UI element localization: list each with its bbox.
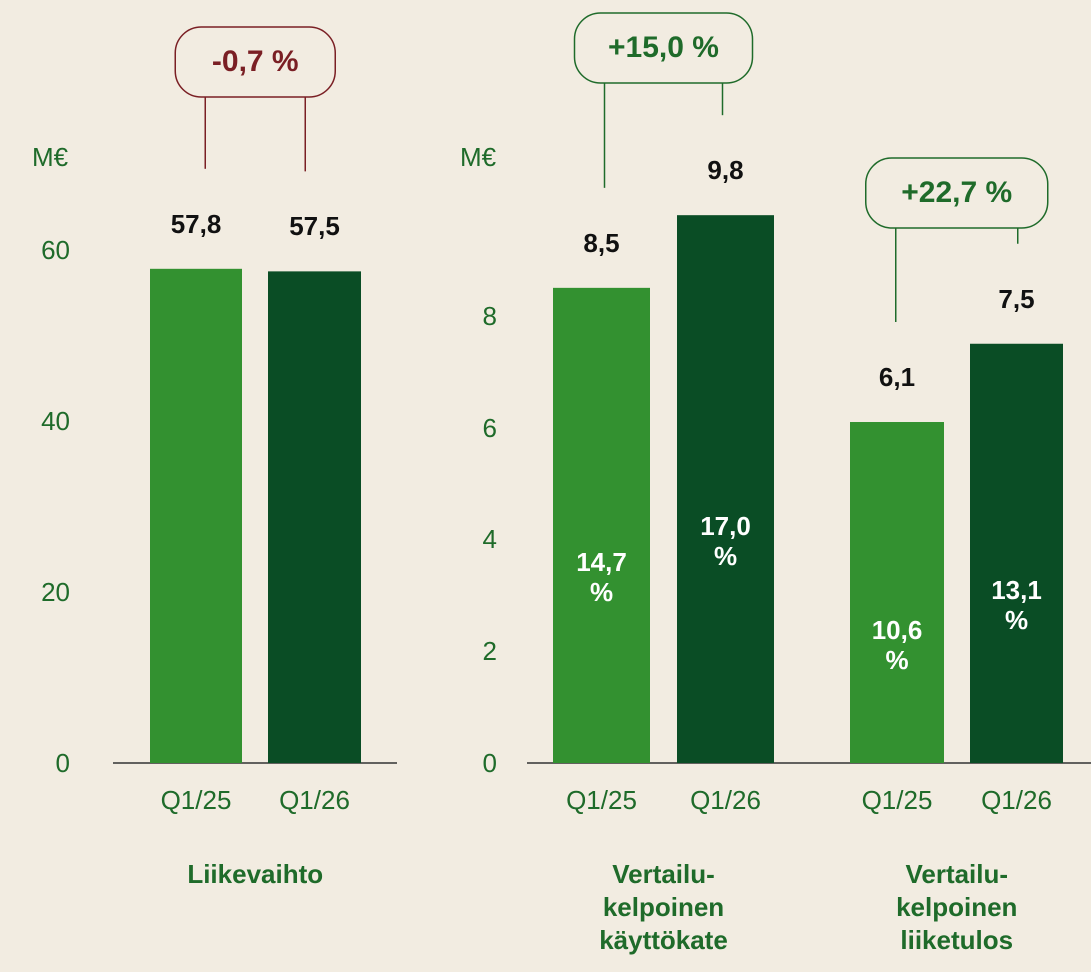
y-tick-label: 6 bbox=[482, 412, 497, 443]
y-tick-label: 0 bbox=[55, 748, 70, 778]
margin-label: 10,6 % bbox=[871, 614, 923, 675]
value-label: 7,5 bbox=[998, 283, 1035, 314]
y-tick-label: 40 bbox=[41, 406, 70, 436]
bar bbox=[553, 287, 650, 763]
change-bubble bbox=[573, 12, 754, 84]
x-tick-label: Q1/25 bbox=[861, 785, 933, 815]
y-tick-label: 20 bbox=[41, 577, 70, 607]
group-label: Liikevaihto bbox=[187, 859, 324, 889]
y-tick-label: 8 bbox=[482, 300, 497, 331]
value-label: 6,1 bbox=[878, 362, 916, 392]
change-bubble bbox=[174, 26, 336, 98]
y-tick-label: 2 bbox=[482, 636, 497, 667]
y-tick-label: 0 bbox=[482, 748, 497, 778]
x-tick-label: Q1/25 bbox=[566, 785, 637, 815]
y-tick-label: 60 bbox=[41, 235, 70, 265]
x-tick-label: Q1/26 bbox=[279, 785, 350, 815]
y-tick-label: 4 bbox=[482, 524, 497, 555]
value-label: 8,5 bbox=[583, 227, 620, 258]
margin-label: 13,1 % bbox=[991, 575, 1042, 636]
bar bbox=[268, 271, 361, 763]
change-label: -0,7 % bbox=[211, 45, 299, 78]
value-label: 57,5 bbox=[289, 211, 340, 242]
value-label: 9,8 bbox=[707, 155, 744, 186]
y-unit-label: M€ bbox=[31, 142, 69, 172]
x-tick-label: Q1/25 bbox=[160, 785, 232, 815]
x-tick-label: Q1/26 bbox=[981, 785, 1052, 815]
bar bbox=[677, 215, 774, 763]
x-tick-label: Q1/26 bbox=[690, 785, 761, 815]
bar bbox=[970, 343, 1063, 763]
value-label: 57,8 bbox=[170, 208, 222, 239]
margin-label: 17,0 % bbox=[700, 511, 751, 572]
change-label: +22,7 % bbox=[901, 176, 1013, 209]
margin-label: 14,7 % bbox=[576, 547, 627, 608]
change-bubble bbox=[865, 157, 1049, 229]
change-label: +15,0 % bbox=[608, 31, 719, 64]
group-label: Vertailu-kelpoinen käyttökate bbox=[599, 859, 728, 955]
group-label: Vertailu-kelpoinen liiketulos bbox=[896, 859, 1018, 955]
bar bbox=[850, 422, 944, 763]
bar bbox=[150, 268, 242, 763]
y-unit-label: M€ bbox=[459, 142, 497, 172]
